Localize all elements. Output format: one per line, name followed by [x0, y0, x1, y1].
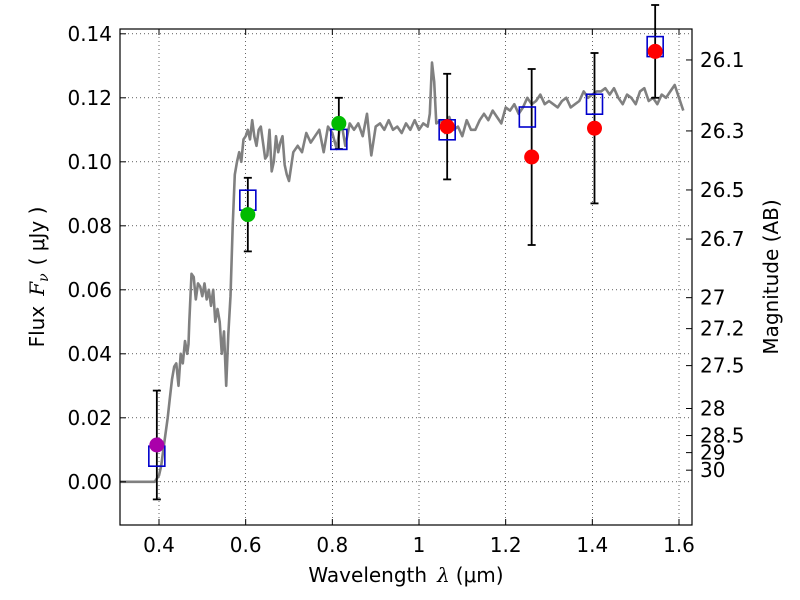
y-tick-label: 0.08 — [67, 214, 112, 238]
mag-tick-label: 28 — [700, 396, 725, 420]
mag-tick-label: 27.5 — [700, 354, 745, 378]
mag-tick-label: 30 — [700, 458, 725, 482]
y-tick-label: 0.06 — [67, 278, 112, 302]
x-tick-label: 0.8 — [316, 533, 348, 557]
observed-point — [240, 207, 256, 223]
ticks-layer: 0.4 0.6 0.8 1 1.2 1.4 1.6 0.00 0.02 0.04 0.06 0.08 0… — [67, 22, 744, 557]
x-axis-label-prefix: Wavelength — [308, 563, 427, 587]
observed-point — [439, 119, 455, 135]
y-axis-label-symbol: F — [25, 281, 49, 297]
x-axis-label: Wavelength λ (μm) — [308, 563, 503, 587]
y-tick-label: 0.14 — [67, 22, 112, 46]
mag-tick-label: 26.7 — [700, 227, 745, 251]
model-photometry-square — [518, 106, 537, 128]
observed-point — [331, 115, 347, 131]
y-tick-label: 0.02 — [67, 406, 112, 430]
right-axis-label: Magnitude (AB) — [759, 199, 783, 354]
x-axis-label-symbol: λ — [436, 563, 450, 587]
axis-labels: Wavelength λ (μm) Flux Fν ( μJy ) Magnitude … — [25, 199, 783, 587]
y-axis-label-units: ( μJy ) — [25, 207, 49, 266]
mag-tick-label: 28.5 — [700, 424, 745, 448]
x-tick-label: 0.4 — [143, 533, 175, 557]
mag-tick-label: 29 — [700, 441, 725, 465]
x-tick-label: 1.4 — [576, 533, 608, 557]
observed-point — [149, 437, 165, 453]
y-axis-label: Flux Fν ( μJy ) — [25, 207, 52, 348]
y-tick-label: 0.12 — [67, 86, 112, 110]
y-tick-label: 0.10 — [67, 150, 112, 174]
observed-point — [587, 120, 602, 136]
y-axis-label-subscript: ν — [36, 273, 52, 282]
plot-frame — [119, 28, 693, 526]
y-tick-label: 0.04 — [67, 342, 112, 366]
model-photometry-square — [585, 93, 604, 115]
mag-tick-label: 27.2 — [700, 317, 745, 341]
observed-points-layer — [149, 43, 663, 453]
mag-tick-label: 26.3 — [700, 119, 745, 143]
observed-point — [524, 149, 540, 165]
observed-point — [647, 43, 663, 59]
x-tick-label: 1.2 — [490, 533, 522, 557]
mag-tick-label: 26.5 — [700, 178, 745, 202]
x-tick-label: 1.6 — [663, 533, 695, 557]
grid-layer — [120, 29, 692, 525]
y-axis-label-prefix: Flux — [25, 306, 49, 348]
mag-tick-label: 26.1 — [700, 48, 745, 72]
x-tick-label: 0.6 — [230, 533, 262, 557]
x-tick-label: 1 — [413, 533, 426, 557]
mag-tick-label: 27 — [700, 286, 725, 310]
x-axis-label-units: (μm) — [456, 563, 504, 587]
y-tick-label: 0.00 — [67, 470, 112, 494]
